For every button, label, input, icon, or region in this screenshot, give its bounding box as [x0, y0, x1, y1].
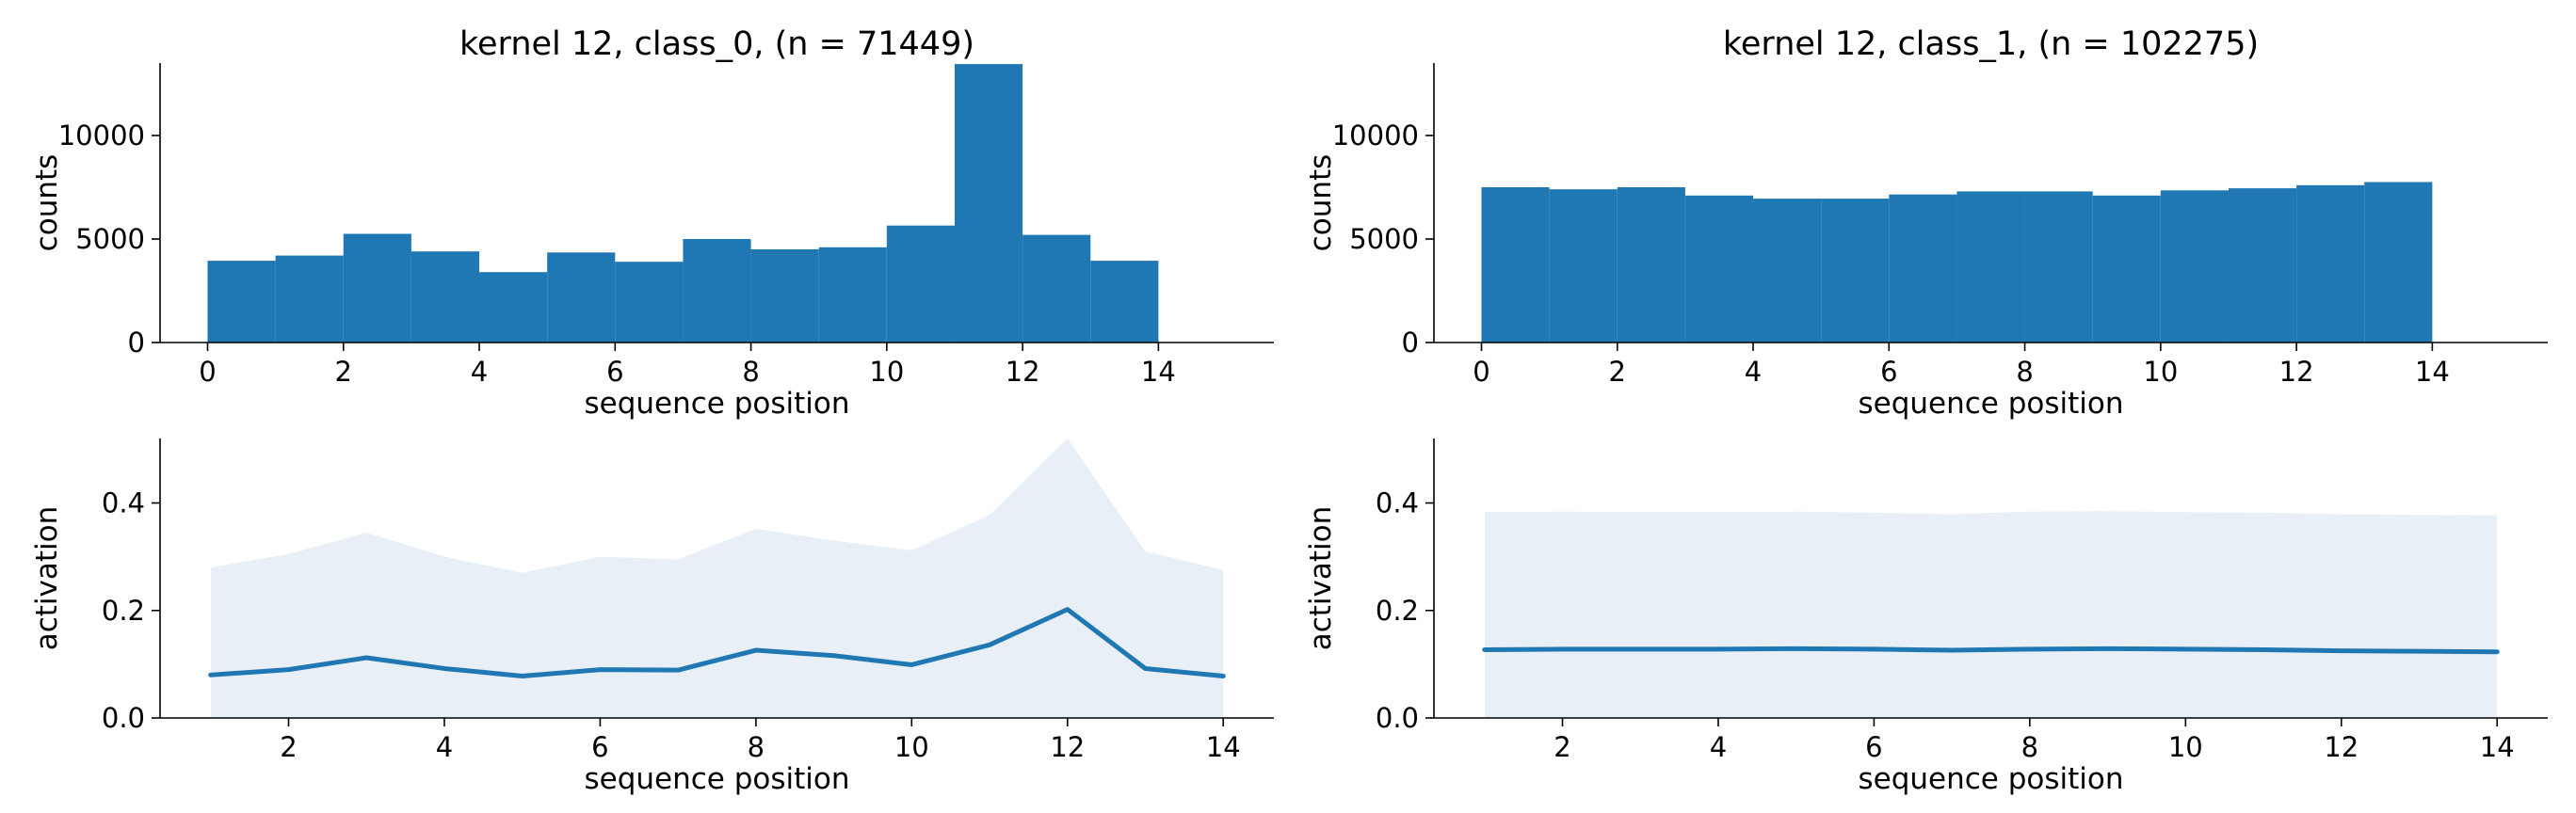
- x-axis-label: sequence position: [584, 762, 849, 796]
- activation-mean-line: [208, 607, 1226, 678]
- x-tick-label: 4: [436, 731, 453, 763]
- y-tick-label: 0.2: [1376, 595, 1419, 627]
- histogram-bar: [207, 261, 276, 343]
- histogram-class-0: 0 2 4 6 8 10 12 14 0 5000 10000 sequence position co…: [30, 25, 1274, 421]
- histogram-bar: [2364, 182, 2433, 343]
- x-tick-label: 8: [742, 356, 759, 388]
- histogram-bar: [1821, 199, 1890, 343]
- x-tick-label: 6: [1880, 356, 1897, 388]
- x-tick-label: 6: [1865, 731, 1882, 763]
- histogram-bar: [411, 251, 480, 343]
- histogram-bar: [818, 247, 887, 343]
- y-tick-label: 0.4: [102, 487, 145, 519]
- histogram-bar: [1889, 194, 1957, 343]
- x-tick-label: 12: [1006, 356, 1040, 388]
- histogram-bar: [2296, 184, 2365, 343]
- y-axis-label: counts: [30, 154, 64, 252]
- histogram-bar: [275, 255, 344, 343]
- y-tick-label: 10000: [1332, 120, 1419, 151]
- y-axis-label: activation: [1304, 506, 1338, 651]
- histogram-bar: [2228, 188, 2297, 343]
- histogram-bar: [1617, 187, 1685, 343]
- x-tick-label: 8: [748, 731, 765, 763]
- activation-mean-line: [1482, 646, 2500, 655]
- x-tick-label: 4: [1745, 356, 1762, 388]
- x-tick-label: 0: [199, 356, 216, 388]
- histogram-bar: [1481, 187, 1550, 343]
- histogram-bar: [1090, 261, 1159, 343]
- histogram-bar: [2092, 195, 2161, 343]
- y-tick-label: 5000: [75, 223, 145, 255]
- histogram-bar: [615, 262, 684, 343]
- activation-plot-class-0: 2 4 6 8 10 12 14 0.0 0.2 0.4 sequence position acti…: [30, 438, 1274, 796]
- x-tick-label: 12: [1050, 731, 1085, 763]
- y-axis-label: activation: [30, 506, 64, 651]
- x-tick-label: 2: [335, 356, 352, 388]
- activation-band: [210, 438, 1224, 718]
- x-tick-label: 10: [894, 731, 929, 763]
- y-tick-label: 0: [1402, 327, 1419, 359]
- histogram-bar: [886, 225, 955, 343]
- x-tick-label: 2: [1609, 356, 1626, 388]
- x-tick-label: 12: [2279, 356, 2314, 388]
- y-tick-label: 0.2: [102, 595, 145, 627]
- histogram-bar: [1022, 234, 1091, 343]
- histogram-bar: [954, 64, 1023, 343]
- histogram-bar: [1956, 191, 2025, 343]
- x-axis-label: sequence position: [584, 387, 849, 421]
- histogram-bar: [2160, 190, 2229, 343]
- x-tick-label: 10: [2143, 356, 2178, 388]
- chart-title: kernel 12, class_0, (n = 71449): [459, 25, 974, 63]
- x-tick-label: 14: [1141, 356, 1176, 388]
- histogram-bar: [1684, 195, 1754, 343]
- x-tick-label: 14: [2480, 731, 2515, 763]
- x-tick-label: 4: [1710, 731, 1727, 763]
- x-tick-label: 10: [2168, 731, 2203, 763]
- histogram-bar: [479, 272, 548, 343]
- x-tick-label: 12: [2324, 731, 2359, 763]
- x-tick-label: 2: [280, 731, 297, 763]
- x-tick-label: 6: [606, 356, 623, 388]
- y-tick-label: 0.0: [102, 702, 145, 734]
- histogram-bar: [2024, 191, 2093, 343]
- activation-plot-class-1: 2 4 6 8 10 12 14 0.0 0.2 0.4 sequence position acti…: [1304, 438, 2548, 796]
- y-axis-label: counts: [1304, 154, 1338, 252]
- histogram-bar: [1753, 199, 1822, 343]
- x-tick-label: 14: [1206, 731, 1241, 763]
- x-tick-label: 6: [591, 731, 608, 763]
- histogram-bar: [343, 233, 411, 343]
- x-tick-label: 0: [1473, 356, 1489, 388]
- y-tick-label: 0.0: [1376, 702, 1419, 734]
- y-tick-label: 5000: [1349, 223, 1419, 255]
- chart-title: kernel 12, class_1, (n = 102275): [1723, 25, 2259, 63]
- activation-band: [1484, 511, 2498, 718]
- x-tick-label: 14: [2415, 356, 2450, 388]
- x-axis-label: sequence position: [1858, 387, 2123, 421]
- x-axis-label: sequence position: [1858, 762, 2123, 796]
- histogram-bar: [1549, 189, 1618, 343]
- histogram-bar: [547, 252, 616, 343]
- y-tick-label: 0.4: [1376, 487, 1419, 519]
- x-tick-label: 8: [2021, 731, 2038, 763]
- x-tick-label: 2: [1554, 731, 1570, 763]
- histogram-class-1: 0 2 4 6 8 10 12 14 0 5000 10000 sequence position co…: [1304, 25, 2548, 421]
- x-tick-label: 4: [471, 356, 488, 388]
- y-tick-label: 0: [128, 327, 145, 359]
- x-tick-label: 8: [2016, 356, 2033, 388]
- histogram-bar: [750, 249, 819, 343]
- y-tick-label: 10000: [58, 120, 145, 151]
- x-tick-label: 10: [869, 356, 904, 388]
- histogram-bar: [683, 239, 751, 343]
